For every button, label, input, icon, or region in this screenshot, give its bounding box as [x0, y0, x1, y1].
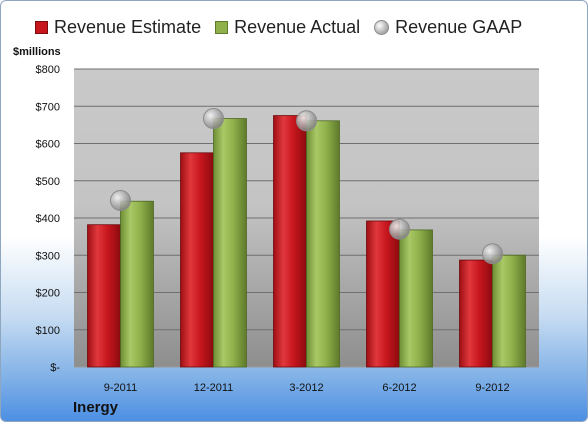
legend-item-actual: Revenue Actual — [215, 17, 360, 38]
bar-revenue-estimate — [366, 220, 400, 368]
legend-label-gaap: Revenue GAAP — [395, 17, 523, 37]
x-tick-label: 9-2012 — [475, 382, 509, 394]
bar-revenue-actual — [213, 118, 247, 368]
bar-revenue-actual — [120, 200, 154, 368]
legend-swatch-actual — [215, 21, 229, 34]
x-axis-ticks: 9-2011 12-2011 3-2012 6-2012 9-2012 — [104, 382, 510, 394]
bar-revenue-actual — [306, 120, 340, 368]
bar-revenue-estimate — [459, 259, 493, 368]
y-tick-label: $800 — [36, 64, 60, 76]
legend-label-estimate: Revenue Estimate — [54, 17, 202, 37]
y-tick-label: $500 — [36, 176, 60, 188]
bar-revenue-actual — [399, 229, 433, 368]
y-axis-unit-label: $millions — [13, 46, 61, 58]
x-tick-label: 3-2012 — [289, 382, 323, 394]
y-tick-label: $200 — [36, 288, 60, 300]
chart-legend: Revenue Estimate Revenue Actual Revenue … — [35, 17, 522, 38]
marker-revenue-gaap — [482, 243, 503, 265]
bar-revenue-estimate — [180, 152, 214, 368]
x-tick-label: 12-2011 — [194, 382, 234, 394]
legend-label-actual: Revenue Actual — [234, 17, 361, 37]
bar-revenue-actual — [492, 254, 526, 368]
company-label: Inergy — [73, 399, 119, 416]
marker-revenue-gaap — [203, 108, 224, 130]
legend-item-estimate: Revenue Estimate — [35, 17, 201, 38]
marker-revenue-gaap — [110, 189, 131, 211]
marker-revenue-gaap — [389, 218, 410, 240]
x-tick-label: 9-2011 — [104, 382, 137, 394]
y-axis-ticks: $- $100 $200 $300 $400 $500 $600 $700 $800 — [36, 64, 61, 374]
y-tick-label: $700 — [36, 101, 60, 113]
y-tick-label: $- — [50, 362, 60, 374]
bar-revenue-estimate — [87, 224, 121, 368]
x-tick-label: 6-2012 — [382, 382, 416, 394]
gaap-markers — [110, 108, 503, 265]
y-tick-label: $100 — [36, 325, 60, 337]
marker-revenue-gaap — [296, 110, 317, 132]
bars — [87, 115, 526, 368]
legend-swatch-gaap — [374, 20, 390, 35]
y-tick-label: $400 — [36, 213, 60, 225]
y-tick-label: $600 — [36, 139, 60, 151]
bar-revenue-estimate — [273, 115, 307, 368]
legend-item-gaap: Revenue GAAP — [374, 17, 522, 38]
y-tick-label: $300 — [36, 250, 60, 262]
legend-swatch-estimate — [35, 21, 48, 34]
